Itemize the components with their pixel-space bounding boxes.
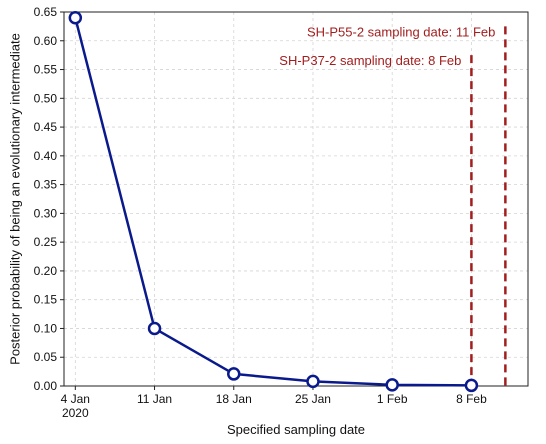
data-point (464, 378, 479, 393)
y-tick-label: 0.20 (34, 264, 58, 278)
sampling-date-label: SH-P55-2 sampling date: 11 Feb (307, 24, 495, 39)
y-tick-label: 0.35 (34, 178, 58, 192)
x-tick-label: 18 Jan (216, 392, 252, 406)
y-tick-label: 0.05 (34, 350, 58, 364)
series-line (74, 17, 472, 387)
y-tick-label: 0.55 (34, 63, 58, 77)
x-axis-label: Specified sampling date (227, 422, 365, 437)
y-tick-label: 0.10 (34, 321, 58, 335)
data-point (385, 378, 399, 392)
y-tick-label: 0.65 (34, 5, 58, 19)
y-tick-label: 0.50 (34, 91, 58, 105)
x-tick-label: 4 Jan (61, 392, 90, 406)
x-tick-label: 11 Jan (137, 392, 172, 406)
y-tick-label: 0.60 (34, 34, 58, 48)
data-point (147, 321, 162, 336)
y-axis-label: Posterior probability of being an evolut… (7, 33, 22, 365)
y-axis: 0.00 0.05 0.10 0.15 0.20 0.25 0.30 0.35 0.40 0.45… (34, 5, 64, 393)
x-tick-label: 8 Feb (456, 392, 487, 406)
y-tick-label: 0.30 (34, 206, 58, 220)
annotations: SH-P37-2 sampling date: 8 Feb SH-P55-2 sa… (279, 24, 507, 386)
y-tick-label: 0.00 (34, 379, 58, 393)
x-tick-label: 25 Jan (295, 392, 331, 406)
x-tick-label-year: 2020 (62, 406, 89, 420)
x-tick-label: 1 Feb (377, 392, 408, 406)
series (68, 11, 479, 393)
plot-frame (63, 11, 529, 387)
data-point (306, 374, 320, 389)
sampling-date-label: SH-P37-2 sampling date: 8 Feb (279, 53, 461, 68)
y-tick-label: 0.45 (34, 120, 58, 134)
data-point (227, 367, 241, 381)
data-point (68, 11, 83, 25)
y-tick-label: 0.40 (34, 149, 58, 163)
y-tick-label: 0.15 (34, 293, 58, 307)
y-tick-label: 0.25 (34, 235, 58, 249)
